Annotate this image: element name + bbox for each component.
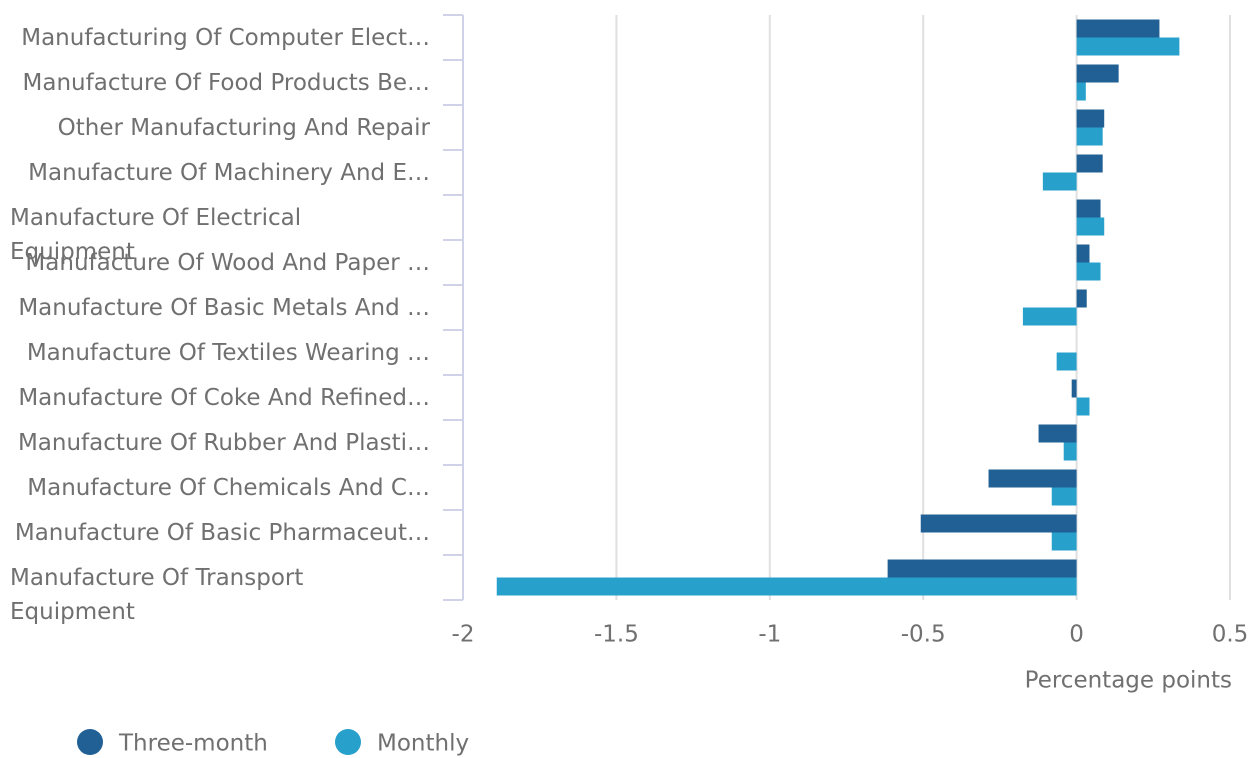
y-tick-label: Manufacture Of Machinery And E… (28, 159, 430, 186)
bar (1076, 244, 1090, 263)
bar (920, 514, 1077, 533)
bar (1042, 172, 1077, 191)
bar (988, 469, 1077, 488)
x-tick-label: 0 (1069, 622, 1084, 648)
bar (1056, 352, 1077, 371)
y-tick-label: Manufacture Of Chemicals And C… (27, 474, 430, 501)
bar (496, 577, 1077, 596)
y-tick-label: Manufacture Of Basic Pharmaceut… (14, 519, 430, 546)
bar (1076, 64, 1119, 83)
bar (1051, 532, 1077, 551)
legend-label: Three-month (118, 731, 268, 757)
x-tick-label: -1 (758, 622, 781, 648)
bar (1076, 199, 1101, 218)
bar (1076, 82, 1086, 101)
y-tick-label: Manufacture Of Textiles Wearing … (26, 339, 430, 366)
bar (1076, 397, 1090, 416)
bar (1063, 442, 1077, 461)
bar (887, 559, 1077, 578)
bar (1022, 307, 1077, 326)
x-tick-label: -1.5 (594, 622, 639, 648)
legend-swatch (335, 729, 361, 755)
y-tick-label: Manufacture Of Rubber And Plasti… (17, 429, 430, 456)
bar (1076, 262, 1101, 281)
bar (1076, 154, 1103, 173)
x-tick-label: -0.5 (901, 622, 946, 648)
legend-label: Monthly (377, 731, 469, 757)
y-tick-label: Manufacture Of Basic Metals And … (18, 294, 430, 321)
bar (1076, 37, 1180, 56)
x-axis-title: Percentage points (1025, 668, 1232, 694)
bar (1038, 424, 1077, 443)
bar (1051, 487, 1077, 506)
y-tick-label: Manufacture Of Transport Equipment (10, 564, 304, 625)
y-tick-label: Manufacture Of Food Products Be… (22, 69, 430, 96)
bar (1076, 289, 1087, 308)
bar (1076, 217, 1105, 236)
bar (1076, 109, 1105, 128)
legend-swatch (77, 729, 103, 755)
x-tick-label: -2 (452, 622, 475, 648)
y-tick-label: Other Manufacturing And Repair (57, 114, 430, 141)
bar (1071, 379, 1077, 398)
bar (1076, 19, 1160, 38)
y-tick-label: Manufacture Of Coke And Refined… (18, 384, 430, 411)
x-tick-label: 0.5 (1212, 622, 1249, 648)
y-tick-label: Manufacture Of Wood And Paper … (25, 249, 430, 276)
bar (1076, 127, 1103, 146)
y-tick-label: Manufacturing Of Computer Elect… (21, 24, 430, 51)
y-tick-label: Manufacture Of Electrical Equipment (10, 204, 302, 265)
